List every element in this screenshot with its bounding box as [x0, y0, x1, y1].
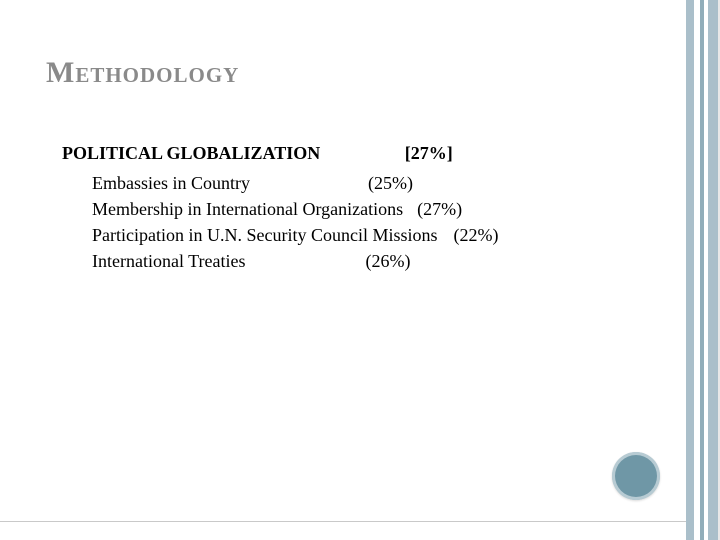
section-item-label: Embassies in Country	[92, 173, 250, 193]
section-item-label: International Treaties	[92, 251, 245, 271]
section-item-pct: (25%)	[368, 170, 413, 196]
section-item-label: Membership in International Organization…	[92, 199, 403, 219]
stripe-inner	[708, 0, 718, 540]
section-heading-pct: [27%]	[405, 140, 453, 166]
section-item: Participation in U.N. Security Council M…	[62, 222, 622, 248]
section-item: Embassies in Country (25%)	[62, 170, 622, 196]
content-block: POLITICAL GLOBALIZATION [27%] Embassies …	[62, 140, 622, 274]
section-item: International Treaties (26%)	[62, 248, 622, 274]
section-heading-row: POLITICAL GLOBALIZATION [27%]	[62, 140, 622, 166]
stripe-outer	[686, 0, 694, 540]
section-item-pct: (22%)	[453, 222, 498, 248]
section-item-pct: (26%)	[365, 248, 410, 274]
section-item-pct: (27%)	[417, 196, 462, 222]
section-item: Membership in International Organization…	[62, 196, 622, 222]
right-border-stripes	[686, 0, 720, 540]
section-heading: POLITICAL GLOBALIZATION	[62, 140, 320, 166]
section-item-label: Participation in U.N. Security Council M…	[92, 225, 437, 245]
section-items: Embassies in Country (25%) Membership in I…	[62, 170, 622, 274]
circle-accent-icon	[612, 452, 660, 500]
slide-title: Methodology	[46, 56, 239, 90]
bottom-divider	[0, 521, 686, 522]
